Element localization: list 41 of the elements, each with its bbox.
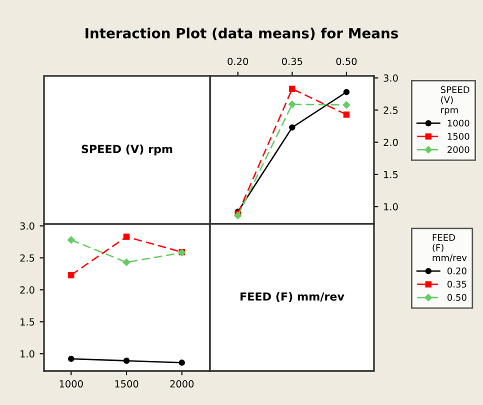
point: [289, 124, 296, 131]
point: [67, 236, 75, 244]
legend-label: 2000: [448, 146, 470, 154]
y-tick-label: 2.0: [20, 286, 34, 294]
point: [123, 234, 130, 240]
legend-title: SPEED (V) rpm: [440, 86, 470, 116]
point: [123, 358, 130, 364]
point: [288, 100, 296, 108]
point: [68, 356, 74, 362]
x-axis-title: SPEED (V) rpm: [82, 144, 172, 156]
y-tick-label: 1.5: [384, 171, 398, 178]
legend-label: 0.35: [447, 280, 466, 288]
legend-label: 1000: [448, 120, 470, 127]
x-tick-label: 0.35: [282, 58, 302, 66]
y-tick-label: 3.0: [384, 74, 398, 82]
point: [289, 86, 296, 92]
y-tick-label: 1.5: [20, 318, 34, 326]
x-tick-label: 0.50: [336, 58, 357, 66]
legend-title: FEED (F) mm/rev: [432, 234, 467, 262]
legend-label: 0.50: [447, 294, 466, 301]
y-tick-label: 3.0: [20, 222, 34, 230]
y-tick-label: 2.5: [384, 106, 398, 114]
y-tick-label: 1.0: [20, 350, 34, 358]
legend-label: 1500: [448, 132, 470, 140]
x-tick-label: 1500: [115, 380, 138, 388]
x-tick-label: 1000: [60, 380, 83, 388]
point: [342, 101, 350, 109]
point: [234, 212, 242, 220]
legend-label: 0.20: [447, 268, 466, 274]
point: [343, 88, 350, 96]
y-tick-label: 2.0: [384, 138, 398, 146]
point: [122, 258, 130, 266]
x-tick-label: 2000: [170, 380, 194, 388]
point: [343, 111, 350, 118]
x-axis-title: FEED (F) mm/rev: [240, 292, 344, 302]
point: [68, 272, 74, 278]
x-tick-label: 0.20: [228, 58, 248, 66]
point: [178, 360, 186, 366]
chart-title: Interaction Plot (data means) for Means: [86, 28, 398, 40]
y-tick-label: 1.0: [384, 203, 398, 210]
y-tick-label: 2.5: [20, 254, 34, 262]
